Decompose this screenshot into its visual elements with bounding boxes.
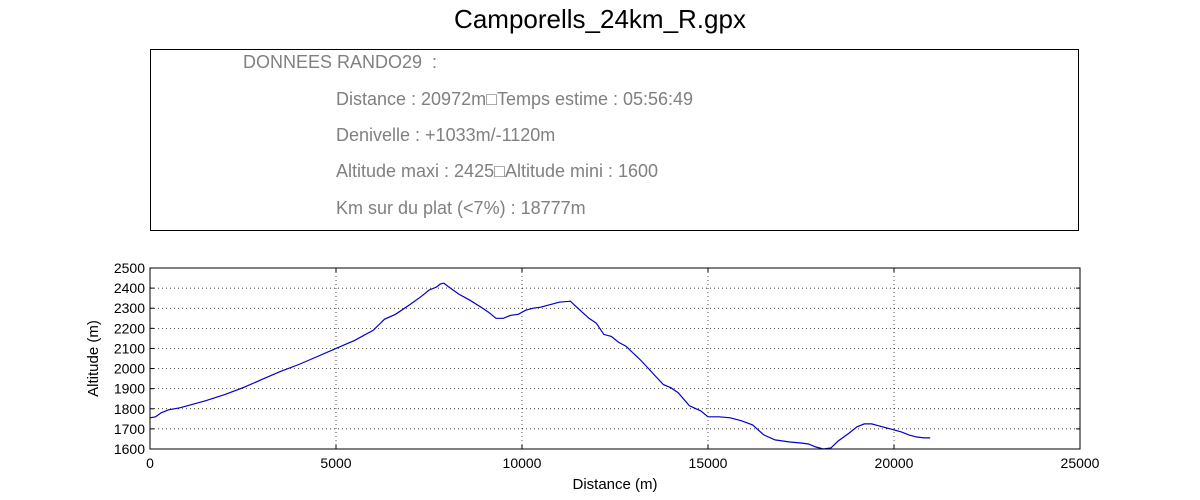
x-tick-label: 5000 bbox=[320, 455, 351, 471]
altitude-line: Altitude maxi : 2425□Altitude mini : 160… bbox=[336, 161, 659, 181]
denivelle-line: Denivelle : +1033m/-1120m bbox=[336, 125, 556, 145]
y-tick-label: 2500 bbox=[114, 260, 145, 276]
grid bbox=[150, 268, 1080, 449]
figure-title: Camporells_24km_R.gpx bbox=[454, 4, 746, 34]
y-tick-label: 2400 bbox=[114, 280, 145, 296]
y-tick-label: 1600 bbox=[114, 441, 145, 457]
y-axis-label: Altitude (m) bbox=[85, 320, 102, 397]
distance-line: Distance : 20972m□Temps estime : 05:56:4… bbox=[336, 89, 694, 109]
plat-line: Km sur du plat (<7%) : 18777m bbox=[336, 198, 586, 218]
x-tick-label: 10000 bbox=[503, 455, 542, 471]
x-tick-label: 20000 bbox=[875, 455, 914, 471]
y-tick-label: 2100 bbox=[114, 340, 145, 356]
info-box: DONNEES RANDO29 : Distance : 20972m□Temp… bbox=[150, 49, 1079, 231]
y-tick-label: 1900 bbox=[114, 381, 145, 397]
x-tick-label: 0 bbox=[146, 455, 154, 471]
y-tick-label: 2000 bbox=[114, 361, 145, 377]
x-tick-label: 15000 bbox=[689, 455, 728, 471]
plot-frame bbox=[149, 267, 1081, 450]
y-tick-label: 1800 bbox=[114, 401, 145, 417]
x-axis-label: Distance (m) bbox=[572, 476, 657, 493]
axis-ticks: 0 5000 10000 15000 20000 25000 1600 1700 1800 190… bbox=[114, 260, 1100, 471]
y-tick-label: 1700 bbox=[114, 421, 145, 437]
y-tick-label: 2300 bbox=[114, 300, 145, 316]
y-tick-label: 2200 bbox=[114, 320, 145, 336]
elevation-line bbox=[149, 282, 931, 450]
x-tick-label: 25000 bbox=[1061, 455, 1100, 471]
info-heading: DONNEES RANDO29 : bbox=[243, 52, 438, 72]
